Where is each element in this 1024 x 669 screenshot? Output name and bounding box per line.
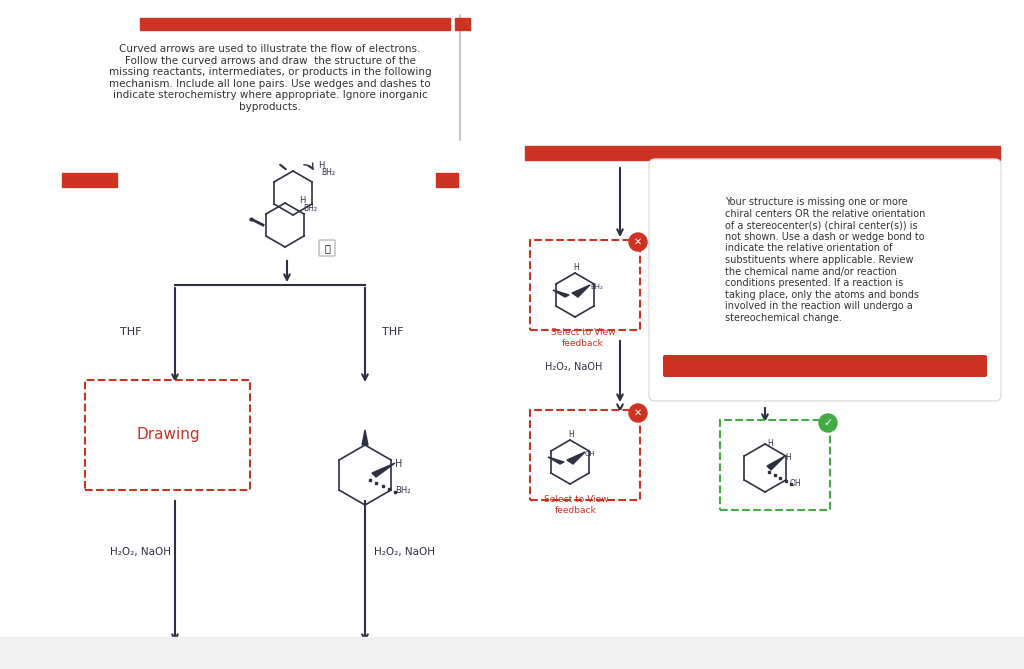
Text: H₂O₂, NaOH: H₂O₂, NaOH — [545, 362, 602, 372]
Text: Select to View
feedback: Select to View feedback — [544, 495, 608, 514]
Bar — [455, 18, 470, 30]
Bar — [530, 240, 640, 330]
Polygon shape — [567, 452, 585, 464]
Text: H: H — [573, 263, 579, 272]
Polygon shape — [362, 430, 368, 445]
Bar — [720, 420, 830, 510]
FancyBboxPatch shape — [649, 159, 1001, 401]
Text: BH₂: BH₂ — [395, 486, 411, 495]
Text: 🔍: 🔍 — [324, 243, 330, 253]
Text: Retry: Retry — [808, 379, 842, 389]
Polygon shape — [553, 290, 569, 297]
Bar — [85, 380, 250, 490]
Text: ✕: ✕ — [634, 237, 642, 247]
Polygon shape — [372, 463, 395, 477]
Text: H: H — [318, 161, 325, 170]
Text: Curved arrows are used to illustrate the flow of electrons.
Follow the curved ar: Curved arrows are used to illustrate the… — [109, 44, 431, 112]
Text: OH: OH — [790, 479, 802, 488]
Text: H₂O₂, NaOH: H₂O₂, NaOH — [374, 547, 435, 557]
Text: H: H — [767, 439, 773, 448]
Text: H₂O₂, NaOH: H₂O₂, NaOH — [110, 547, 171, 557]
Bar — [436, 173, 458, 187]
Bar — [530, 410, 640, 500]
Text: ✓: ✓ — [823, 418, 833, 428]
Bar — [525, 146, 1000, 160]
Text: H: H — [785, 453, 791, 462]
Bar — [140, 18, 450, 30]
Text: Drawing: Drawing — [136, 427, 200, 442]
Text: BH₂: BH₂ — [321, 168, 335, 177]
Bar — [62, 173, 117, 187]
Text: THF: THF — [382, 327, 403, 337]
Polygon shape — [767, 456, 785, 470]
Text: Select to View
feedback: Select to View feedback — [551, 328, 615, 348]
Polygon shape — [645, 235, 655, 255]
Circle shape — [629, 233, 647, 251]
Text: H: H — [299, 196, 305, 205]
Text: BH₂: BH₂ — [590, 284, 603, 290]
Circle shape — [629, 404, 647, 422]
Text: ✕: ✕ — [634, 408, 642, 418]
Text: H: H — [395, 459, 402, 469]
Text: Your structure is missing one or more
chiral centers OR the relative orientation: Your structure is missing one or more ch… — [725, 197, 926, 323]
FancyBboxPatch shape — [663, 355, 987, 377]
Text: OH: OH — [585, 451, 596, 457]
Bar — [0, 637, 1024, 669]
Text: THF: THF — [120, 327, 141, 337]
Text: BH₂: BH₂ — [303, 204, 317, 213]
Text: H: H — [568, 430, 573, 439]
FancyBboxPatch shape — [319, 240, 335, 256]
Circle shape — [819, 414, 837, 432]
Polygon shape — [572, 285, 590, 297]
Polygon shape — [548, 457, 564, 464]
